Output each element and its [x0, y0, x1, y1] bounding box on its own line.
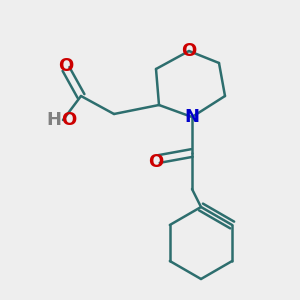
Text: O: O — [182, 42, 196, 60]
Text: H: H — [46, 111, 62, 129]
Text: O: O — [61, 111, 76, 129]
Text: N: N — [184, 108, 200, 126]
Text: O: O — [148, 153, 164, 171]
Text: O: O — [58, 57, 74, 75]
